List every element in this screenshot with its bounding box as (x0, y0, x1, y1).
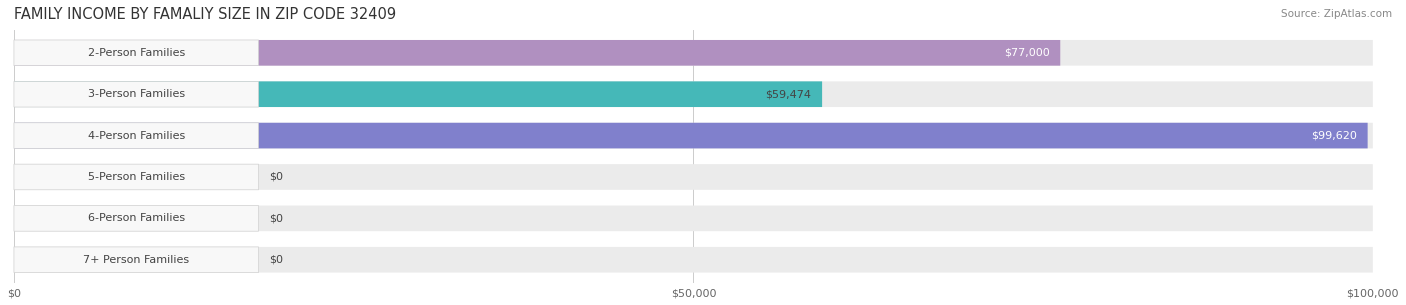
Text: $59,474: $59,474 (765, 89, 811, 99)
Text: 2-Person Families: 2-Person Families (87, 48, 184, 58)
FancyBboxPatch shape (14, 247, 259, 273)
FancyBboxPatch shape (14, 81, 823, 107)
FancyBboxPatch shape (14, 81, 259, 107)
FancyBboxPatch shape (14, 206, 259, 231)
Text: 7+ Person Families: 7+ Person Families (83, 255, 190, 265)
FancyBboxPatch shape (14, 206, 1372, 231)
Text: 4-Person Families: 4-Person Families (87, 131, 184, 141)
FancyBboxPatch shape (14, 164, 259, 190)
Text: $0: $0 (270, 255, 284, 265)
FancyBboxPatch shape (14, 40, 1060, 66)
FancyBboxPatch shape (14, 247, 1372, 273)
FancyBboxPatch shape (14, 123, 259, 149)
Text: FAMILY INCOME BY FAMALIY SIZE IN ZIP CODE 32409: FAMILY INCOME BY FAMALIY SIZE IN ZIP COD… (14, 7, 396, 22)
Text: Source: ZipAtlas.com: Source: ZipAtlas.com (1281, 9, 1392, 19)
Text: $77,000: $77,000 (1004, 48, 1049, 58)
Text: 3-Person Families: 3-Person Families (87, 89, 184, 99)
Text: $99,620: $99,620 (1310, 131, 1357, 141)
FancyBboxPatch shape (14, 164, 1372, 190)
FancyBboxPatch shape (14, 123, 1368, 149)
Text: $0: $0 (270, 172, 284, 182)
FancyBboxPatch shape (14, 123, 1372, 149)
Text: 6-Person Families: 6-Person Families (87, 214, 184, 223)
FancyBboxPatch shape (14, 40, 1372, 66)
FancyBboxPatch shape (14, 81, 1372, 107)
Text: $0: $0 (270, 214, 284, 223)
FancyBboxPatch shape (14, 40, 259, 66)
Text: 5-Person Families: 5-Person Families (87, 172, 184, 182)
